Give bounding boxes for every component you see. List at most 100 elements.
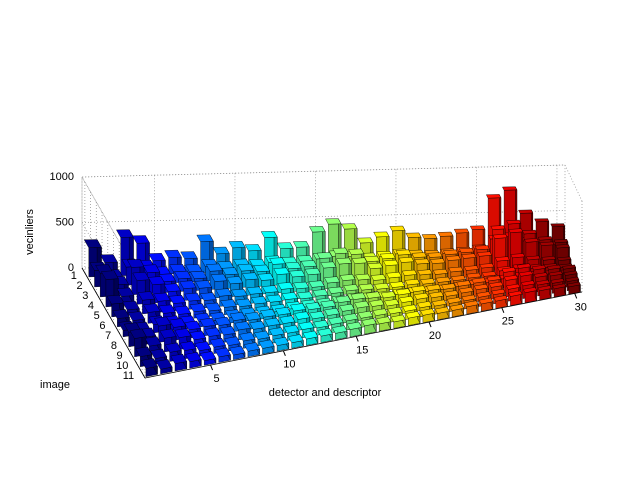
bar-top <box>565 276 580 282</box>
bar-top <box>508 290 523 297</box>
x-tick-label: 5 <box>213 373 219 385</box>
bar-top <box>443 249 459 255</box>
y-tick-label: 7 <box>105 330 111 342</box>
bar-top <box>237 263 255 272</box>
bar-top <box>224 336 241 346</box>
x-tick-label: 20 <box>429 330 441 342</box>
bar <box>420 308 435 323</box>
bar-top <box>284 262 302 270</box>
bar-top <box>395 249 412 256</box>
bar-top <box>246 286 264 295</box>
bar-top <box>320 300 337 308</box>
bar-top <box>305 302 322 311</box>
bar-top <box>140 358 158 369</box>
bar-top <box>132 235 150 244</box>
bar-top <box>229 345 246 356</box>
bar-top <box>555 244 570 249</box>
bar-top <box>458 247 475 253</box>
axis-line <box>144 291 583 379</box>
bar-top <box>116 287 135 297</box>
y-tick-label: 3 <box>82 290 88 302</box>
y-tick-label: 10 <box>116 360 128 372</box>
bar-top <box>518 209 534 214</box>
y-tick-label: 5 <box>94 310 100 322</box>
bar-top <box>148 253 166 262</box>
bar-top <box>317 328 333 337</box>
bar-top <box>486 275 502 282</box>
bar-top <box>112 309 130 319</box>
grid-line <box>81 210 566 223</box>
bar-top <box>494 256 510 262</box>
bar-top <box>563 270 578 276</box>
bar-top <box>219 326 236 336</box>
bar-top <box>253 330 271 340</box>
bar-top <box>550 278 565 284</box>
bar-top <box>506 219 522 225</box>
bar-top <box>292 241 310 248</box>
bar-top <box>276 242 294 250</box>
bar-top <box>234 321 251 331</box>
bar-top <box>553 239 569 244</box>
bar-top <box>350 292 367 300</box>
bar-top <box>159 328 177 339</box>
bar-top <box>226 276 244 285</box>
bar-top <box>174 328 192 338</box>
bar-top <box>351 257 368 264</box>
bar-top <box>386 271 402 279</box>
bar-top <box>266 294 283 303</box>
bar-top <box>199 317 217 328</box>
bar <box>258 339 275 355</box>
bar-top <box>473 283 489 291</box>
bar-top <box>562 264 576 270</box>
bar-top <box>335 257 353 265</box>
bar-top <box>365 291 382 299</box>
bar-top <box>281 292 298 300</box>
bar <box>537 285 552 301</box>
y-tick-label: 9 <box>117 350 123 362</box>
bar-top <box>402 304 418 312</box>
tick-mark <box>282 350 286 356</box>
x-tick-label: 25 <box>502 316 514 328</box>
bar-top <box>524 238 539 243</box>
bar-top <box>250 296 268 305</box>
bar-top <box>432 268 449 275</box>
bar-top <box>357 310 374 319</box>
bar <box>302 330 319 346</box>
bar-top <box>259 309 277 318</box>
y-axis-label: image <box>40 379 70 391</box>
bar-top <box>464 300 479 308</box>
bar-top <box>435 276 451 283</box>
bar-top <box>417 301 432 309</box>
bar-top <box>243 342 260 352</box>
bar-top <box>552 283 567 290</box>
bar-top <box>230 288 248 297</box>
bar-top <box>405 311 421 319</box>
bar-top <box>414 258 430 265</box>
bar-top <box>331 325 348 334</box>
box-edge <box>564 164 583 202</box>
bar <box>405 311 421 326</box>
bar-top <box>357 237 374 244</box>
bar <box>376 316 392 332</box>
bar-top <box>279 315 296 324</box>
bar-top <box>361 318 377 327</box>
bar-top <box>373 231 390 238</box>
y-tick-label: 2 <box>76 280 82 292</box>
bar-top <box>434 306 450 314</box>
bar <box>199 350 217 366</box>
bar-top <box>567 281 581 288</box>
z-tick-label: 1000 <box>50 171 74 183</box>
bar-top <box>257 273 275 281</box>
bar-top <box>324 276 341 284</box>
bar-top <box>99 254 118 263</box>
bar-top <box>147 276 166 286</box>
bar-top <box>154 316 172 327</box>
bar-top <box>401 269 418 276</box>
bar-top <box>290 303 307 312</box>
bar-top <box>374 282 390 290</box>
bar-top <box>456 280 472 287</box>
bar-top <box>502 186 518 191</box>
bar <box>552 283 567 298</box>
bar-top <box>293 281 310 290</box>
